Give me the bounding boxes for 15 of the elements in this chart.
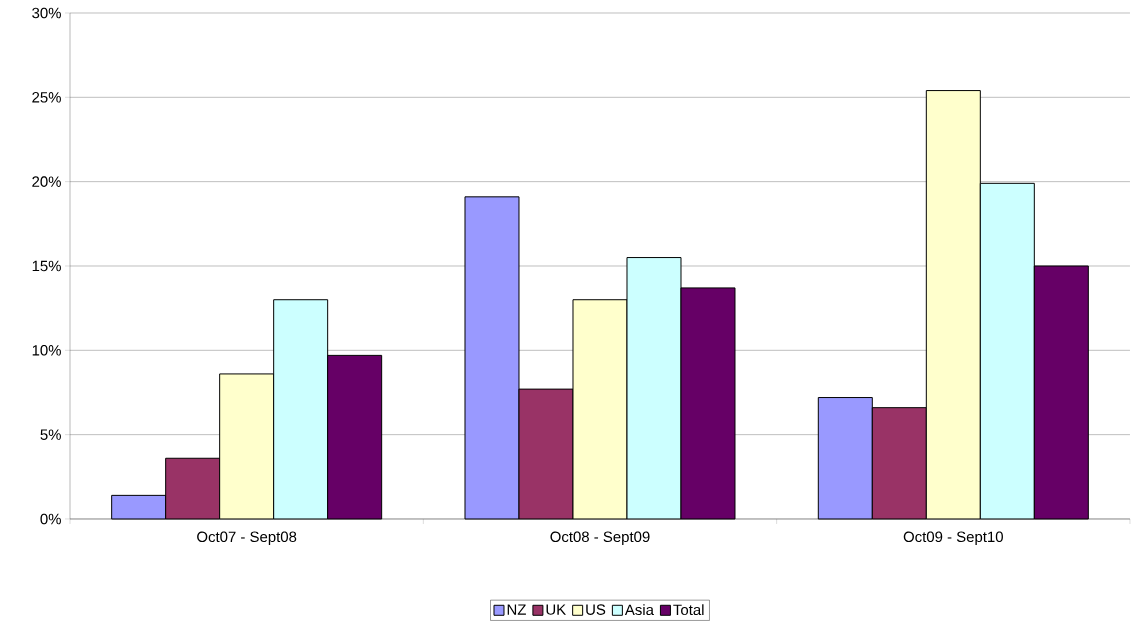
- y-tick-label: 30%: [32, 7, 61, 19]
- y-tick-label: 0%: [40, 513, 61, 525]
- x-tick-label: Oct07 - Sept08: [197, 531, 297, 546]
- x-tick-label: Oct09 - Sept10: [903, 531, 1003, 546]
- legend-label: Total: [673, 604, 704, 616]
- legend-label: UK: [546, 604, 566, 615]
- legend-label: Asia: [624, 604, 654, 616]
- y-tick-label: 5%: [40, 429, 61, 440]
- y-tick-label: 20%: [32, 176, 61, 187]
- legend-label: US: [586, 604, 606, 615]
- y-tick-label: 15%: [32, 260, 61, 272]
- legend-label: NZ: [507, 604, 526, 615]
- y-tick-label: 25%: [32, 92, 61, 103]
- x-tick-label: Oct08 - Sept09: [550, 531, 650, 546]
- y-tick-label: 10%: [32, 345, 61, 356]
